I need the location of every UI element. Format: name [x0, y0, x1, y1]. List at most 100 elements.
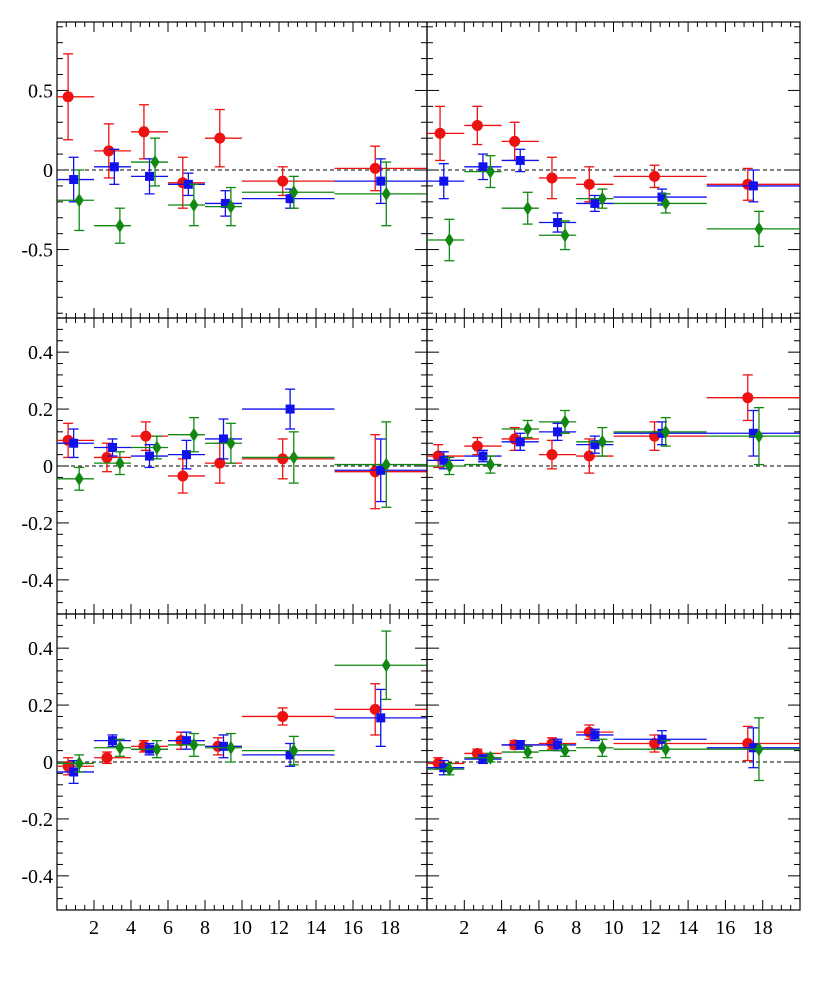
marker-square [108, 443, 117, 452]
series-green [427, 155, 800, 262]
marker-square [553, 218, 563, 228]
y-tick-label: 0.2 [28, 399, 53, 421]
x-tick-label: 8 [200, 917, 210, 939]
marker-square [219, 434, 228, 444]
x-tick-label: 18 [753, 917, 773, 939]
series-red [57, 683, 427, 776]
marker-square [657, 192, 667, 202]
y-tick-label: 0 [43, 160, 53, 182]
marker-square [285, 404, 295, 414]
marker-diamond [74, 756, 84, 771]
x-tick-label: 12 [269, 917, 289, 939]
y-tick-label: -0.4 [21, 570, 53, 592]
marker-diamond [523, 422, 533, 436]
marker-square [748, 743, 758, 753]
marker-square [69, 175, 79, 185]
x-tick-label: 2 [89, 917, 99, 939]
marker-diamond [226, 199, 236, 214]
marker-square [515, 740, 525, 750]
marker-diamond [661, 196, 671, 211]
marker-circle [509, 135, 521, 147]
marker-circle [277, 453, 289, 465]
series-blue [57, 688, 427, 784]
marker-square [478, 162, 488, 172]
panel-2-1: 2 4 6 8 10 12 14 16 18 [426, 613, 801, 939]
panel-data [57, 53, 427, 244]
series-blue [427, 148, 800, 233]
marker-square [182, 450, 191, 460]
marker-square [590, 440, 600, 450]
panel-0-1 [426, 21, 801, 319]
marker-square [376, 176, 386, 186]
panel-data [57, 630, 427, 784]
marker-diamond [661, 424, 671, 439]
marker-diamond [485, 164, 495, 179]
marker-diamond [189, 737, 199, 752]
panel-2-0: 0.4 0.2 0 -0.2 -0.4 2 4 6 8 10 12 14 16 18 [21, 613, 428, 939]
marker-diamond [485, 750, 495, 765]
marker-square [69, 767, 79, 777]
marker-diamond [115, 218, 125, 233]
marker-circle [434, 127, 446, 139]
marker-circle [649, 170, 661, 182]
marker-diamond [523, 745, 533, 760]
marker-square [748, 428, 758, 438]
marker-circle [101, 451, 113, 463]
marker-diamond [560, 743, 570, 758]
series-green [427, 407, 800, 476]
series-green [57, 416, 427, 508]
x-tick-label: 10 [232, 917, 252, 939]
marker-square [183, 179, 193, 189]
marker-circle [369, 703, 381, 715]
marker-circle [471, 119, 483, 131]
x-tick-label: 2 [459, 917, 469, 939]
y-tick-label: 0 [43, 752, 53, 774]
series-red [57, 53, 427, 209]
marker-diamond [523, 201, 533, 216]
marker-square [553, 740, 563, 750]
marker-diamond [381, 186, 391, 201]
marker-circle [369, 162, 381, 174]
x-tick-label: 4 [497, 917, 507, 939]
panel-0-0: 0.5 0 -0.5 [21, 21, 428, 319]
panel-data [427, 717, 800, 782]
x-tick-label: 18 [380, 917, 400, 939]
marker-diamond [74, 471, 84, 486]
marker-diamond [226, 740, 236, 755]
series-blue [427, 727, 800, 776]
marker-diamond [289, 450, 299, 465]
marker-square [478, 754, 488, 764]
marker-square [515, 155, 525, 165]
marker-diamond [152, 742, 162, 757]
marker-diamond [754, 221, 764, 236]
y-tick-label: 0.2 [28, 695, 53, 717]
marker-square [145, 171, 154, 181]
marker-diamond [661, 742, 671, 757]
marker-diamond [444, 459, 454, 473]
marker-circle [649, 738, 661, 749]
marker-square [285, 194, 295, 204]
marker-diamond [597, 191, 607, 206]
marker-square [69, 438, 79, 448]
marker-diamond [189, 427, 199, 442]
marker-diamond [289, 743, 299, 758]
marker-square [376, 713, 386, 723]
y-tick-label: -0.2 [21, 513, 53, 535]
panel-1-0: 0.4 0.2 0 -0.2 -0.4 [21, 317, 428, 615]
marker-circle [583, 178, 595, 190]
panel-data [57, 388, 427, 510]
marker-square [439, 176, 449, 186]
marker-square [108, 736, 117, 746]
marker-circle [277, 175, 289, 187]
marker-circle [177, 470, 189, 482]
x-tick-label: 16 [343, 917, 363, 939]
y-tick-label: -0.4 [21, 866, 53, 888]
x-tick-label: 10 [604, 917, 624, 939]
x-tick-label: 14 [678, 917, 698, 939]
marker-diamond [560, 414, 570, 429]
marker-diamond [381, 457, 391, 472]
marker-circle [742, 392, 754, 404]
y-tick-label: 0 [43, 456, 53, 478]
